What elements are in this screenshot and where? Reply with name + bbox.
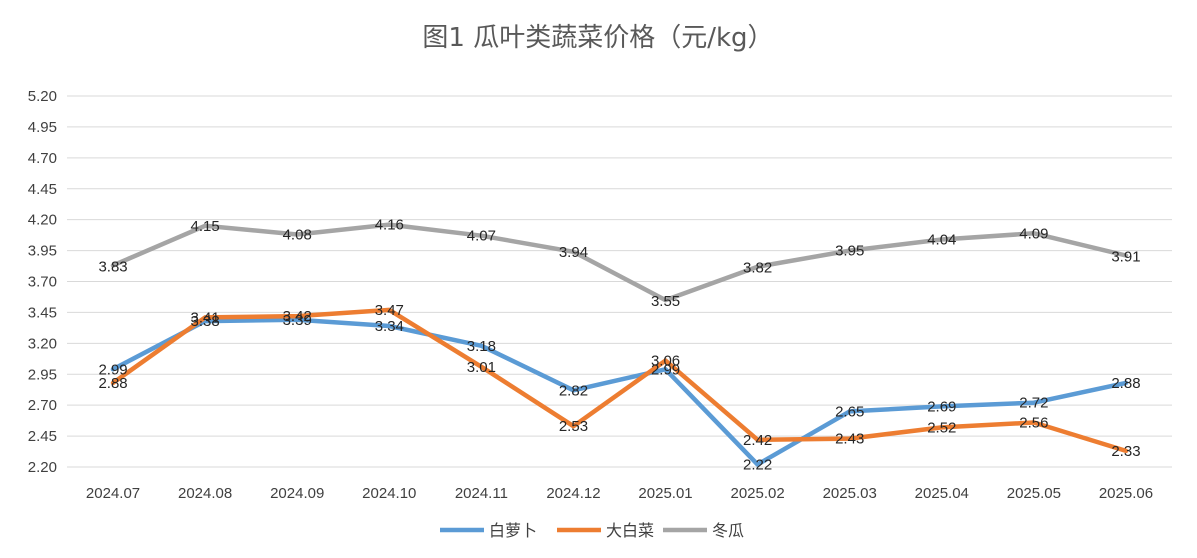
x-tick-label: 2024.08 <box>178 485 232 502</box>
data-label: 3.95 <box>835 243 864 260</box>
legend: 白萝卜 大白菜 冬瓜 <box>440 521 744 540</box>
data-label: 4.08 <box>283 227 312 244</box>
data-label: 3.91 <box>1111 249 1140 266</box>
data-label: 2.88 <box>98 375 127 392</box>
legend-label-1: 白萝卜 <box>489 521 537 540</box>
y-tick-label: 3.70 <box>28 274 57 291</box>
y-tick-label: 4.70 <box>28 150 57 167</box>
y-tick-label: 2.95 <box>28 366 57 383</box>
legend-label-2: 大白菜 <box>606 521 654 540</box>
x-tick-label: 2025.05 <box>1007 485 1061 502</box>
data-label: 2.43 <box>835 431 864 448</box>
x-tick-label: 2024.09 <box>270 485 324 502</box>
y-tick-label: 3.95 <box>28 243 57 260</box>
y-tick-label: 2.70 <box>28 397 57 414</box>
series-line-3 <box>110 222 1129 303</box>
data-label: 3.82 <box>743 260 772 277</box>
x-tick-label: 2024.12 <box>546 485 600 502</box>
y-tick-label: 2.45 <box>28 428 57 445</box>
x-tick-label: 2024.10 <box>362 485 416 502</box>
data-label: 3.94 <box>559 244 588 261</box>
gridlines <box>67 95 1172 468</box>
y-tick-label: 3.45 <box>28 304 57 321</box>
x-tick-label: 2024.11 <box>455 485 508 502</box>
x-axis-ticks: 2024.07 2024.08 2024.09 2024.10 2024.11 2024.… <box>86 485 1153 502</box>
data-label: 2.69 <box>927 398 956 415</box>
legend-label-3: 冬瓜 <box>712 521 744 540</box>
data-labels: 2.99 3.38 3.39 3.34 3.18 2.82 2.99 2.22 2.65 2.69… <box>98 217 1140 474</box>
data-label: 2.72 <box>1019 395 1048 412</box>
data-label: 4.04 <box>927 231 956 248</box>
data-label: 3.55 <box>651 293 680 310</box>
series-line-2 <box>110 307 1129 454</box>
y-tick-label: 2.20 <box>28 459 57 476</box>
data-label: 3.42 <box>283 308 312 325</box>
data-label: 2.52 <box>927 419 956 436</box>
data-label: 2.53 <box>559 418 588 435</box>
y-axis-ticks: 2.20 2.45 2.70 2.95 3.20 3.45 3.70 3.95 4.20 4.45… <box>28 88 57 476</box>
data-label: 4.09 <box>1019 225 1048 242</box>
chart-title: 图1 瓜叶类蔬菜价格（元/kg） <box>422 23 773 53</box>
data-label: 4.07 <box>467 228 496 245</box>
data-label: 2.99 <box>98 361 127 378</box>
series-lines <box>110 222 1129 467</box>
data-label: 3.01 <box>467 359 496 376</box>
x-tick-label: 2024.07 <box>86 485 140 502</box>
data-label: 2.22 <box>743 457 772 474</box>
y-tick-label: 4.20 <box>28 212 57 229</box>
data-label: 2.56 <box>1019 414 1048 431</box>
y-tick-label: 3.20 <box>28 335 57 352</box>
data-label: 3.06 <box>651 353 680 370</box>
data-label: 3.38 <box>191 313 220 330</box>
y-tick-label: 4.95 <box>28 119 57 136</box>
y-tick-label: 4.45 <box>28 181 57 198</box>
x-tick-label: 2025.02 <box>731 485 785 502</box>
data-label: 2.99 <box>651 361 680 378</box>
data-label: 3.47 <box>375 302 404 319</box>
data-label: 2.65 <box>835 403 864 420</box>
x-tick-label: 2025.06 <box>1099 485 1153 502</box>
data-label: 4.15 <box>191 218 220 235</box>
data-label: 3.41 <box>191 309 220 326</box>
data-label: 2.42 <box>743 432 772 449</box>
x-tick-label: 2025.04 <box>915 485 969 502</box>
x-tick-label: 2025.03 <box>823 485 877 502</box>
x-tick-label: 2025.01 <box>638 485 692 502</box>
data-label: 3.83 <box>98 258 127 275</box>
data-label: 3.18 <box>467 338 496 355</box>
series-line-1 <box>110 317 1129 467</box>
data-label: 2.33 <box>1111 443 1140 460</box>
data-label: 3.34 <box>375 318 404 335</box>
data-label: 2.82 <box>559 382 588 399</box>
data-label: 4.16 <box>375 217 404 234</box>
data-label: 2.88 <box>1111 375 1140 392</box>
data-label: 3.39 <box>283 312 312 329</box>
y-tick-label: 5.20 <box>28 88 57 105</box>
